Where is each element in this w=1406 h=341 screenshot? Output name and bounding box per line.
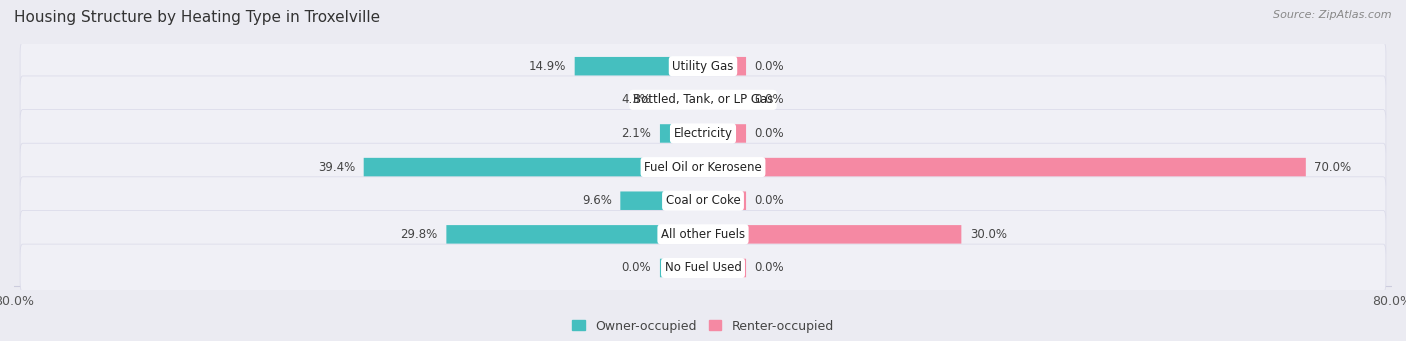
Text: Housing Structure by Heating Type in Troxelville: Housing Structure by Heating Type in Tro… xyxy=(14,10,380,25)
Text: All other Fuels: All other Fuels xyxy=(661,228,745,241)
FancyBboxPatch shape xyxy=(703,225,962,243)
Text: 2.1%: 2.1% xyxy=(621,127,651,140)
Text: 30.0%: 30.0% xyxy=(970,228,1007,241)
Text: No Fuel Used: No Fuel Used xyxy=(665,262,741,275)
FancyBboxPatch shape xyxy=(20,143,1386,191)
Text: Fuel Oil or Kerosene: Fuel Oil or Kerosene xyxy=(644,161,762,174)
FancyBboxPatch shape xyxy=(575,57,703,75)
FancyBboxPatch shape xyxy=(20,177,1386,225)
FancyBboxPatch shape xyxy=(659,124,703,143)
Text: 0.0%: 0.0% xyxy=(755,127,785,140)
Text: 0.0%: 0.0% xyxy=(755,60,785,73)
Text: 14.9%: 14.9% xyxy=(529,60,567,73)
FancyBboxPatch shape xyxy=(703,124,747,143)
Text: 0.0%: 0.0% xyxy=(755,194,785,207)
Text: 0.0%: 0.0% xyxy=(755,262,785,275)
Legend: Owner-occupied, Renter-occupied: Owner-occupied, Renter-occupied xyxy=(568,315,838,338)
FancyBboxPatch shape xyxy=(446,225,703,243)
Text: 70.0%: 70.0% xyxy=(1315,161,1351,174)
FancyBboxPatch shape xyxy=(20,109,1386,157)
FancyBboxPatch shape xyxy=(620,192,703,210)
FancyBboxPatch shape xyxy=(703,192,747,210)
Text: 4.3%: 4.3% xyxy=(621,93,651,106)
Text: 39.4%: 39.4% xyxy=(318,161,356,174)
FancyBboxPatch shape xyxy=(703,57,747,75)
Text: Bottled, Tank, or LP Gas: Bottled, Tank, or LP Gas xyxy=(633,93,773,106)
Text: Source: ZipAtlas.com: Source: ZipAtlas.com xyxy=(1274,10,1392,20)
FancyBboxPatch shape xyxy=(364,158,703,176)
FancyBboxPatch shape xyxy=(703,91,747,109)
Text: Utility Gas: Utility Gas xyxy=(672,60,734,73)
Text: 0.0%: 0.0% xyxy=(755,93,785,106)
FancyBboxPatch shape xyxy=(20,42,1386,90)
FancyBboxPatch shape xyxy=(20,244,1386,292)
Text: 29.8%: 29.8% xyxy=(401,228,437,241)
FancyBboxPatch shape xyxy=(20,210,1386,258)
FancyBboxPatch shape xyxy=(659,259,703,277)
Text: 9.6%: 9.6% xyxy=(582,194,612,207)
Text: Coal or Coke: Coal or Coke xyxy=(665,194,741,207)
FancyBboxPatch shape xyxy=(703,259,747,277)
Text: Electricity: Electricity xyxy=(673,127,733,140)
FancyBboxPatch shape xyxy=(703,158,1306,176)
FancyBboxPatch shape xyxy=(659,91,703,109)
FancyBboxPatch shape xyxy=(20,76,1386,124)
Text: 0.0%: 0.0% xyxy=(621,262,651,275)
